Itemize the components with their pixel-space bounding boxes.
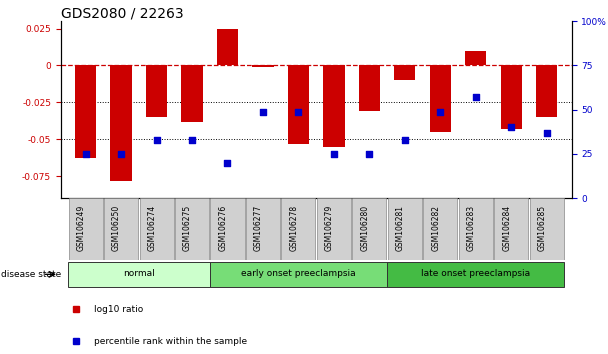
Bar: [111, 65, 132, 181]
Bar: [146, 65, 167, 117]
Point: [81, 151, 91, 157]
FancyBboxPatch shape: [423, 198, 457, 260]
Bar: [217, 29, 238, 65]
Point: [116, 151, 126, 157]
Point: [258, 109, 268, 114]
Text: GSM106249: GSM106249: [77, 205, 86, 251]
Text: GSM106250: GSM106250: [112, 205, 121, 251]
FancyBboxPatch shape: [68, 262, 210, 287]
Text: GSM106276: GSM106276: [218, 205, 227, 251]
Point: [435, 109, 445, 114]
Text: log10 ratio: log10 ratio: [94, 305, 143, 314]
FancyBboxPatch shape: [530, 198, 564, 260]
FancyBboxPatch shape: [388, 198, 422, 260]
FancyBboxPatch shape: [210, 262, 387, 287]
Text: GSM106274: GSM106274: [148, 205, 157, 251]
Point: [152, 137, 162, 143]
Point: [506, 125, 516, 130]
Text: GSM106275: GSM106275: [183, 205, 192, 251]
Text: GSM106281: GSM106281: [396, 205, 405, 251]
Text: normal: normal: [123, 269, 154, 278]
Bar: [536, 65, 558, 117]
Point: [471, 95, 480, 100]
Bar: [252, 65, 274, 67]
Text: late onset preeclampsia: late onset preeclampsia: [421, 269, 530, 278]
Point: [364, 151, 374, 157]
Text: GSM106282: GSM106282: [431, 205, 440, 251]
Point: [187, 137, 197, 143]
Point: [542, 130, 551, 136]
Text: GSM106279: GSM106279: [325, 205, 334, 251]
Bar: [323, 65, 345, 147]
FancyBboxPatch shape: [104, 198, 138, 260]
FancyBboxPatch shape: [353, 198, 387, 260]
FancyBboxPatch shape: [494, 198, 528, 260]
Text: GSM106283: GSM106283: [467, 205, 475, 251]
Text: GSM106284: GSM106284: [502, 205, 511, 251]
Bar: [359, 65, 380, 111]
Point: [400, 137, 410, 143]
FancyBboxPatch shape: [458, 198, 492, 260]
Point: [294, 109, 303, 114]
FancyBboxPatch shape: [210, 198, 244, 260]
Text: GDS2080 / 22263: GDS2080 / 22263: [61, 6, 184, 20]
Text: percentile rank within the sample: percentile rank within the sample: [94, 337, 247, 346]
FancyBboxPatch shape: [282, 198, 316, 260]
FancyBboxPatch shape: [69, 198, 103, 260]
Text: GSM106280: GSM106280: [361, 205, 370, 251]
Text: GSM106285: GSM106285: [537, 205, 547, 251]
FancyBboxPatch shape: [139, 198, 174, 260]
Text: GSM106277: GSM106277: [254, 205, 263, 251]
Bar: [500, 65, 522, 129]
Point: [223, 160, 232, 166]
FancyBboxPatch shape: [317, 198, 351, 260]
Text: disease state: disease state: [1, 270, 61, 279]
Text: early onset preeclampsia: early onset preeclampsia: [241, 269, 356, 278]
Bar: [75, 65, 96, 159]
Bar: [288, 65, 309, 144]
FancyBboxPatch shape: [246, 198, 280, 260]
Point: [329, 151, 339, 157]
Bar: [465, 51, 486, 65]
Bar: [181, 65, 202, 121]
FancyBboxPatch shape: [387, 262, 564, 287]
Text: GSM106278: GSM106278: [289, 205, 299, 251]
FancyBboxPatch shape: [175, 198, 209, 260]
Bar: [430, 65, 451, 132]
Bar: [394, 65, 415, 80]
